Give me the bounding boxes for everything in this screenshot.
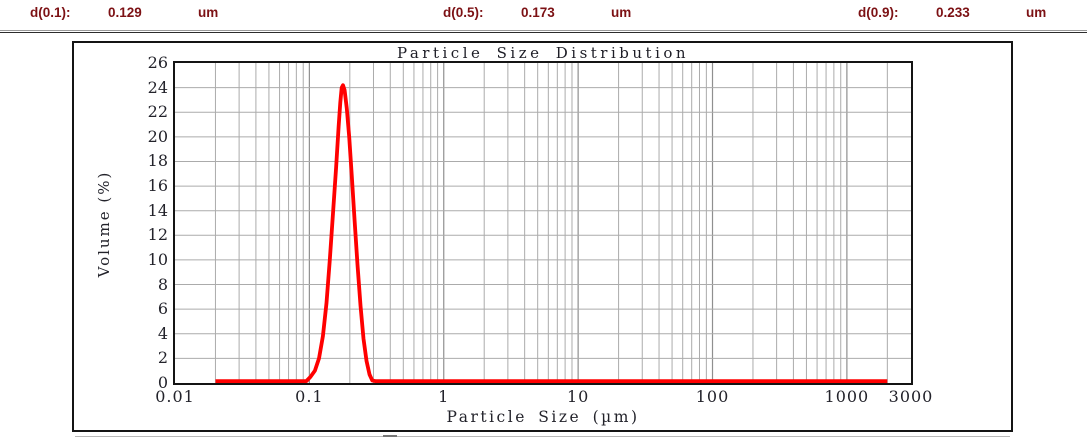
header-separator (0, 30, 1087, 31)
y-tick-label: 22 (147, 102, 168, 122)
d50-label: d(0.5): (443, 5, 484, 20)
y-tick-label: 24 (147, 77, 168, 97)
d10-label: d(0.1): (30, 5, 71, 20)
plot-area (173, 61, 913, 385)
y-tick-label: 14 (147, 200, 168, 220)
d10-unit: um (198, 5, 219, 20)
chart-title: Particle Size Distribution (396, 44, 690, 62)
distribution-curve-canvas (175, 63, 911, 383)
y-tick-label: 8 (157, 274, 168, 294)
next-section-cutoff-line (75, 436, 1010, 437)
y-tick-label: 26 (147, 53, 168, 72)
y-tick-label: 18 (147, 151, 168, 171)
y-tick-label: 2 (157, 348, 168, 368)
next-section-cutoff-mark (383, 435, 397, 437)
d90-unit: um (1026, 5, 1047, 20)
x-tick-label: 1 (438, 387, 450, 406)
x-tick-label: 1000 (824, 387, 870, 406)
y-tick-label: 4 (157, 323, 168, 343)
y-tick-label: 20 (147, 126, 168, 146)
d50-unit: um (611, 5, 632, 20)
y-axis-tick-labels: 0 2 4 6 8 10 12 14 16 18 20 22 24 26 (74, 43, 168, 434)
volume-distribution-curve (215, 83, 888, 383)
x-tick-label: 10 (566, 387, 590, 406)
x-tick-label: 0.1 (295, 387, 324, 406)
y-tick-label: 16 (147, 176, 168, 196)
x-axis-label: Particle Size (µm) (446, 408, 640, 426)
d50-group: d(0.5): 0.173 um (443, 5, 673, 23)
d90-group: d(0.9): 0.233 um (858, 5, 1087, 23)
y-tick-label: 6 (157, 299, 168, 319)
d10-group: d(0.1): 0.129 um (30, 5, 260, 23)
d10-value: 0.129 (108, 5, 142, 20)
d50-value: 0.173 (521, 5, 555, 20)
y-tick-label: 12 (147, 225, 168, 245)
x-tick-label: 3000 (888, 387, 934, 406)
y-tick-label: 10 (147, 249, 168, 269)
y-tick-label: 0 (157, 373, 168, 392)
d90-value: 0.233 (936, 5, 970, 20)
d90-label: d(0.9): (858, 5, 899, 20)
x-tick-label: 100 (695, 387, 730, 406)
